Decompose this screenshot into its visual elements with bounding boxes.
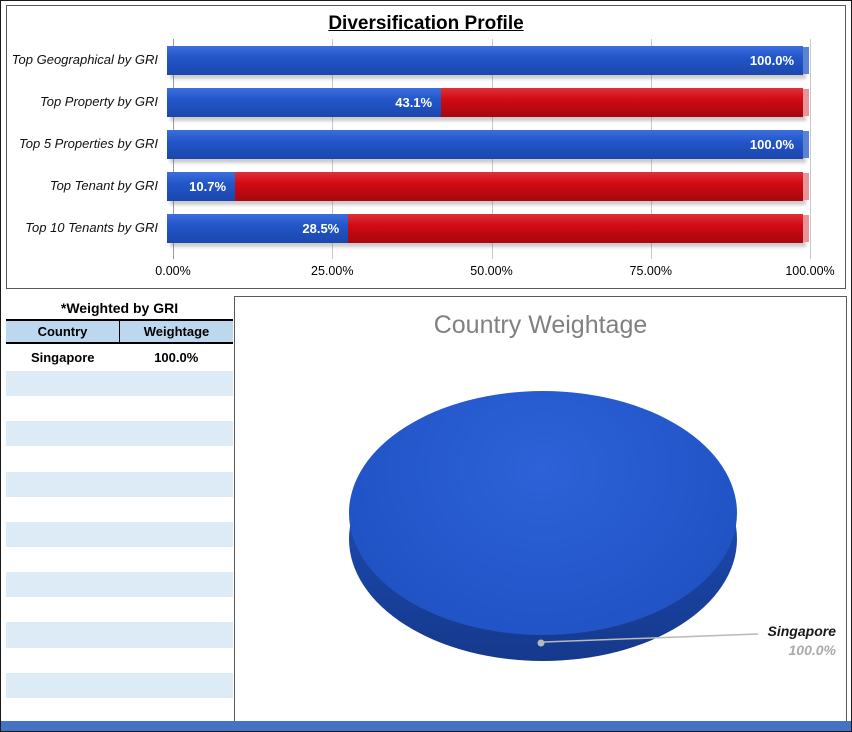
empty-cell-rows	[6, 371, 233, 723]
x-axis: 0.00% 25.00% 50.00% 75.00% 100.00%	[155, 264, 834, 282]
pie-slice-name: Singapore	[767, 623, 836, 639]
empty-cell-row[interactable]	[6, 648, 233, 673]
bar-track: 100.0%	[167, 45, 809, 75]
empty-cell-row[interactable]	[6, 371, 233, 397]
pie-data-label: Singapore 100.0%	[768, 623, 836, 658]
cell-country[interactable]: Singapore	[30, 350, 95, 365]
diversification-bar-chart: Diversification Profile Top Geographical…	[6, 5, 846, 289]
empty-cell-row[interactable]	[6, 672, 233, 698]
bar-3d-cap	[803, 214, 809, 242]
bottom-blue-strip	[1, 721, 851, 731]
bar-segment-primary: 100.0%	[167, 129, 803, 159]
bar-segment-remainder	[348, 213, 803, 243]
empty-cell-row[interactable]	[6, 521, 233, 547]
bar-segment-remainder	[235, 171, 803, 201]
chart-title-wrap: Diversification Profile	[7, 13, 845, 35]
bar-track: 100.0%	[167, 129, 809, 159]
x-axis-tick: 0.00%	[155, 264, 191, 278]
pie-top-face	[349, 391, 737, 635]
bar-segment-primary: 43.1%	[167, 87, 442, 117]
bar-3d-cap	[803, 130, 809, 158]
pie-title: Country Weightage	[433, 311, 648, 339]
empty-cell-row[interactable]	[6, 446, 233, 471]
table-header-row: Country Weightage	[6, 319, 233, 344]
country-weightage-pie-chart: Country Weightage Singapore 100.0%	[234, 296, 847, 723]
bar-3d-cap	[803, 172, 809, 200]
chart-title: Diversification Profile	[328, 13, 524, 34]
category-label: Top 10 Tenants by GRI	[25, 220, 158, 236]
bar-row: Top Property by GRI 43.1%	[7, 81, 845, 123]
category-label: Top Tenant by GRI	[49, 178, 158, 194]
table-header-country[interactable]: Country	[37, 324, 88, 339]
bar-track: 43.1%	[167, 87, 809, 117]
bar-row: Top Geographical by GRI 100.0%	[7, 39, 845, 81]
bar-value-label: 100.0%	[749, 52, 794, 68]
bar-row: Top Tenant by GRI 10.7%	[7, 165, 845, 207]
bar-3d-cap	[803, 88, 809, 116]
x-axis-tick: 100.00%	[785, 264, 835, 278]
bar-row: Top 10 Tenants by GRI 28.5%	[7, 207, 845, 249]
empty-cell-row[interactable]	[6, 597, 233, 622]
bar-value-label: 10.7%	[189, 178, 227, 194]
category-label: Top Property by GRI	[39, 94, 158, 110]
bar-track: 28.5%	[167, 213, 809, 243]
pie-3d	[349, 391, 737, 663]
category-label: Top 5 Properties by GRI	[19, 136, 158, 152]
gridline	[810, 39, 811, 259]
category-label: Top Geographical by GRI	[11, 52, 158, 68]
bar-rows: Top Geographical by GRI 100.0% Top Prope…	[7, 39, 845, 249]
table-title: *Weighted by GRI	[60, 300, 179, 316]
bar-value-label: 28.5%	[302, 220, 340, 236]
x-axis-tick: 50.00%	[470, 264, 513, 278]
bar-value-label: 43.1%	[395, 94, 433, 110]
bar-row: Top 5 Properties by GRI 100.0%	[7, 123, 845, 165]
bar-3d-cap	[803, 46, 809, 74]
bar-segment-primary: 100.0%	[167, 45, 803, 75]
empty-cell-row[interactable]	[6, 396, 233, 421]
empty-cell-row[interactable]	[6, 421, 233, 447]
empty-cell-row[interactable]	[6, 572, 233, 598]
bar-segment-primary: 10.7%	[167, 171, 236, 201]
empty-cell-row[interactable]	[6, 698, 233, 723]
bar-segment-remainder	[441, 87, 803, 117]
empty-cell-row[interactable]	[6, 471, 233, 497]
country-weightage-table: *Weighted by GRI Country Weightage Singa…	[6, 296, 233, 723]
empty-cell-row[interactable]	[6, 547, 233, 572]
pie-slice-value: 100.0%	[788, 642, 836, 658]
bar-segment-primary: 28.5%	[167, 213, 349, 243]
x-axis-tick: 25.00%	[311, 264, 354, 278]
bar-value-label: 100.0%	[749, 136, 794, 152]
cell-weightage[interactable]: 100.0%	[154, 350, 199, 365]
empty-cell-row[interactable]	[6, 497, 233, 522]
bar-track: 10.7%	[167, 171, 809, 201]
x-axis-tick: 75.00%	[629, 264, 672, 278]
table-header-weightage[interactable]: Weightage	[119, 321, 233, 342]
empty-cell-row[interactable]	[6, 622, 233, 648]
table-row: Singapore 100.0%	[6, 344, 233, 371]
